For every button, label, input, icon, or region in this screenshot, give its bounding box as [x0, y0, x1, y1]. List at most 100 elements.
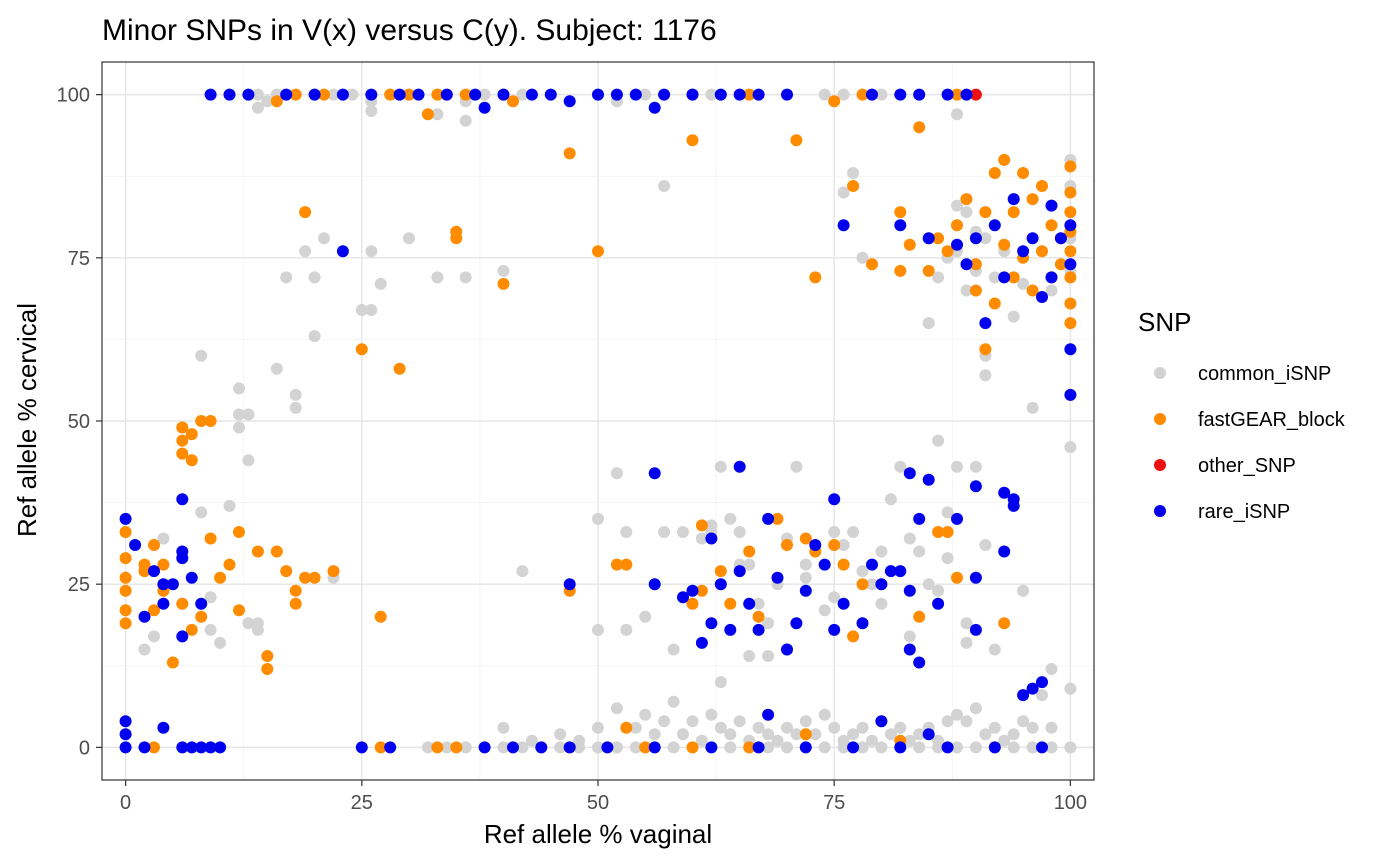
data-point [979, 206, 992, 219]
data-point [592, 245, 604, 258]
data-point [932, 232, 945, 245]
data-point [1054, 258, 1067, 271]
data-point [119, 526, 132, 538]
data-point [1017, 167, 1030, 179]
data-point [516, 88, 529, 101]
data-point [478, 741, 491, 754]
data-point [828, 623, 841, 636]
data-point [639, 708, 652, 721]
data-point [762, 728, 775, 741]
legend: SNP common_iSNP fastGEAR_block other_SNPra… [1138, 307, 1346, 523]
data-point [781, 539, 793, 551]
data-point [960, 617, 973, 630]
data-point [913, 88, 926, 101]
data-point [403, 88, 415, 101]
data-point [969, 741, 982, 754]
data-point [1045, 663, 1058, 675]
data-point [280, 565, 293, 578]
data-point [903, 734, 916, 747]
data-point [176, 552, 189, 565]
data-point [686, 741, 699, 754]
data-point [1045, 199, 1058, 212]
data-point [988, 219, 1001, 232]
data-point [799, 741, 812, 754]
data-point [828, 95, 841, 108]
data-point [176, 630, 189, 643]
data-point [242, 408, 255, 421]
data-point [1007, 741, 1020, 754]
data-point [592, 721, 604, 734]
data-point [960, 88, 973, 101]
data-point [365, 88, 378, 101]
data-point [1017, 245, 1030, 258]
data-point [875, 597, 888, 610]
data-point [998, 153, 1011, 166]
data-point [195, 415, 208, 427]
data-point [620, 526, 633, 538]
data-point [913, 610, 926, 623]
data-point [894, 460, 907, 473]
data-point [724, 741, 737, 754]
data-point [1007, 728, 1020, 741]
data-point [563, 95, 576, 108]
data-point [157, 578, 170, 591]
data-point [185, 454, 198, 467]
data-point [903, 238, 916, 251]
data-point [214, 741, 227, 754]
data-point [412, 88, 425, 101]
data-point [752, 610, 765, 623]
data-point [1064, 343, 1077, 356]
data-point [969, 258, 982, 271]
data-point [714, 578, 727, 591]
data-point [743, 597, 756, 610]
data-point [214, 636, 227, 649]
data-point [610, 741, 623, 754]
data-point [629, 741, 642, 754]
data-point [695, 519, 708, 532]
data-point [620, 623, 633, 636]
data-point [998, 271, 1011, 284]
data-point [790, 134, 803, 147]
data-point [743, 545, 756, 558]
data-point [1064, 245, 1077, 258]
data-point [185, 741, 198, 754]
data-point [705, 741, 718, 754]
data-point [1064, 186, 1077, 199]
y-axis-title: Ref allele % cervical [12, 303, 42, 537]
legend-title: SNP [1138, 307, 1191, 337]
data-point [157, 721, 170, 734]
data-point [932, 526, 945, 538]
data-point [185, 428, 198, 441]
data-point [969, 232, 982, 245]
data-point [941, 88, 954, 101]
data-point [818, 88, 831, 101]
data-point [695, 636, 708, 649]
data-point [960, 636, 973, 649]
data-point [176, 421, 189, 434]
data-point [762, 741, 775, 754]
data-point [752, 623, 765, 636]
data-point [951, 88, 963, 101]
data-point [119, 741, 132, 754]
data-point [223, 558, 236, 571]
data-point [639, 741, 652, 754]
data-point [195, 349, 208, 362]
data-point [365, 304, 378, 316]
data-points [119, 88, 1077, 754]
data-point [648, 467, 661, 480]
data-point [677, 591, 689, 604]
data-point [658, 715, 671, 728]
data-point [1064, 441, 1077, 454]
data-point [421, 108, 434, 121]
data-point [913, 512, 926, 525]
data-point [705, 532, 718, 545]
data-point [771, 734, 784, 747]
data-point [799, 571, 812, 584]
data-point [714, 721, 727, 734]
data-point [913, 121, 926, 134]
data-point [752, 597, 765, 610]
data-point [686, 134, 699, 147]
data-point [204, 88, 217, 101]
data-point [204, 623, 217, 636]
